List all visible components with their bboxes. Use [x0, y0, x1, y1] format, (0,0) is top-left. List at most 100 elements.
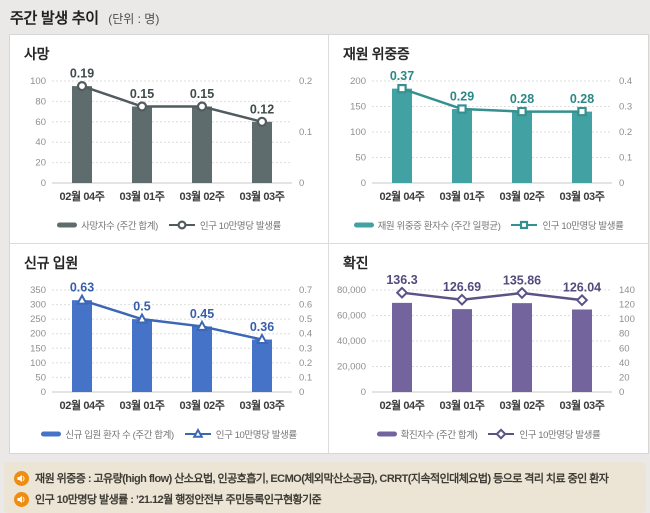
svg-text:03월 03주: 03월 03주	[559, 189, 604, 203]
svg-text:60: 60	[35, 117, 46, 128]
svg-text:0: 0	[41, 178, 46, 189]
chart-panel-confirmed: 확진 0 20,000 40,000 60,000 80,000 0 20 40 60 80 100…	[329, 244, 648, 453]
svg-text:03월 02주: 03월 02주	[499, 398, 544, 412]
svg-text:136.3: 136.3	[386, 274, 417, 287]
svg-text:150: 150	[30, 343, 46, 354]
svg-text:135.86: 135.86	[502, 274, 540, 288]
chart-canvas-admissions: 0 50 100 150 200 250 300 350 0 0.1 0.2 0.3 0.4 0.5 0.6…	[10, 274, 328, 426]
legend-item-bar: 재원 위중증 환자수 (주간 일평균)	[353, 218, 501, 232]
legend-label: 신규 입원 환자 수 (주간 합계)	[65, 430, 174, 441]
svg-text:0: 0	[360, 387, 365, 398]
svg-text:250: 250	[30, 314, 46, 325]
svg-text:0.63: 0.63	[70, 281, 94, 295]
svg-text:0: 0	[619, 178, 624, 189]
svg-text:120: 120	[619, 300, 635, 311]
legend-label: 인구 10만명당 발생률	[519, 430, 601, 441]
svg-text:0.1: 0.1	[299, 372, 312, 383]
svg-text:0: 0	[41, 387, 46, 398]
legend-item-line: 인구 10만명당 발생률	[510, 218, 624, 232]
svg-text:0.36: 0.36	[250, 320, 274, 334]
page-header: 주간 발생 추이 (단위 : 명)	[0, 0, 650, 34]
svg-text:0.2: 0.2	[299, 358, 312, 369]
svg-text:0: 0	[619, 387, 624, 398]
chart-legend-confirmed: 확진자수 (주간 합계) 인구 10만명당 발생률	[329, 427, 648, 441]
svg-text:50: 50	[35, 372, 46, 383]
legend-item-bar: 신규 입원 환자 수 (주간 합계)	[41, 427, 174, 441]
legend-item-line: 인구 10만명당 발생률	[487, 427, 601, 441]
svg-text:300: 300	[30, 300, 46, 311]
svg-text:0.7: 0.7	[299, 285, 312, 296]
footnotes-panel: 재원 위중증 : 고유량(high flow) 산소요법, 인공호흡기, ECM…	[4, 462, 646, 513]
legend-label: 확진자수 (주간 합계)	[400, 430, 478, 441]
svg-text:0.6: 0.6	[299, 300, 312, 311]
svg-text:0.5: 0.5	[299, 314, 312, 325]
svg-text:20,000: 20,000	[336, 362, 365, 373]
svg-text:0.2: 0.2	[299, 76, 312, 87]
svg-text:126.69: 126.69	[442, 280, 480, 294]
footnote-row: 재원 위중증 : 고유량(high flow) 산소요법, 인공호흡기, ECM…	[14, 470, 636, 486]
legend-label: 인구 10만명당 발생률	[542, 221, 624, 232]
svg-text:350: 350	[30, 285, 46, 296]
svg-text:0.1: 0.1	[619, 153, 632, 164]
svg-text:03월 01주: 03월 01주	[120, 189, 165, 203]
legend-label: 재원 위중증 환자수 (주간 일평균)	[377, 221, 501, 232]
svg-text:02월 04주: 02월 04주	[60, 189, 105, 203]
svg-text:03월 01주: 03월 01주	[439, 189, 484, 203]
svg-text:03월 03주: 03월 03주	[240, 189, 285, 203]
svg-text:0.4: 0.4	[299, 329, 312, 340]
chart-legend-admissions: 신규 입원 환자 수 (주간 합계) 인구 10만명당 발생률	[10, 427, 328, 441]
svg-text:0.28: 0.28	[509, 92, 533, 106]
svg-text:100: 100	[350, 127, 366, 138]
svg-text:03월 02주: 03월 02주	[499, 189, 544, 203]
svg-text:40: 40	[619, 358, 630, 369]
svg-text:0: 0	[360, 178, 365, 189]
svg-text:0.12: 0.12	[250, 102, 274, 116]
svg-text:20: 20	[35, 158, 46, 169]
legend-item-line: 인구 10만명당 발생률	[168, 218, 281, 232]
svg-text:03월 02주: 03월 02주	[180, 398, 225, 412]
svg-text:20: 20	[619, 372, 630, 383]
svg-text:60,000: 60,000	[336, 311, 365, 322]
svg-text:0.1: 0.1	[299, 127, 312, 138]
chart-panel-deaths: 사망 0 20 40 60 80 100 0 0.1 0.2 0.19 0.15 0.15 0.12 02…	[10, 35, 329, 244]
legend-item-line: 인구 10만명당 발생률	[184, 427, 297, 441]
svg-text:150: 150	[350, 102, 366, 113]
footnote-text: 인구 10만명당 발생률 : ’21.12월 행정안전부 주민등록인구현황기준	[35, 494, 322, 506]
svg-text:03월 01주: 03월 01주	[120, 398, 165, 412]
legend-label: 사망자수 (주간 합계)	[81, 221, 158, 232]
svg-text:03월 03주: 03월 03주	[240, 398, 285, 412]
svg-text:100: 100	[30, 358, 46, 369]
speaker-icon	[14, 470, 29, 486]
svg-text:0.28: 0.28	[569, 92, 593, 106]
footnote-text: 재원 위중증 : 고유량(high flow) 산소요법, 인공호흡기, ECM…	[35, 473, 609, 485]
svg-text:03월 03주: 03월 03주	[559, 398, 604, 412]
svg-text:03월 01주: 03월 01주	[439, 398, 484, 412]
svg-text:02월 04주: 02월 04주	[379, 189, 424, 203]
svg-text:80: 80	[35, 96, 46, 107]
svg-text:140: 140	[619, 285, 635, 296]
unit-label: (단위 : 명)	[108, 12, 160, 26]
svg-text:02월 04주: 02월 04주	[379, 398, 424, 412]
svg-text:40: 40	[35, 137, 46, 148]
svg-text:60: 60	[619, 343, 630, 354]
chart-title-admissions: 신규 입원	[24, 255, 78, 271]
svg-text:0.19: 0.19	[70, 67, 94, 81]
chart-title-deaths: 사망	[24, 46, 50, 62]
chart-title-confirmed: 확진	[343, 255, 369, 271]
legend-item-bar: 확진자수 (주간 합계)	[376, 427, 478, 441]
svg-text:40,000: 40,000	[336, 336, 365, 347]
chart-grid: 사망 0 20 40 60 80 100 0 0.1 0.2 0.19 0.15 0.15 0.12 02…	[9, 34, 649, 454]
svg-text:0.15: 0.15	[130, 87, 154, 101]
svg-text:0.2: 0.2	[619, 127, 632, 138]
svg-text:200: 200	[350, 76, 366, 87]
chart-panel-severe: 재원 위중증 0 50 100 150 200 0 0.1 0.2 0.3 0.4 0.37 0.29…	[329, 35, 648, 244]
legend-label: 인구 10만명당 발생률	[199, 221, 281, 232]
svg-text:0.3: 0.3	[619, 102, 632, 113]
svg-text:50: 50	[355, 153, 366, 164]
chart-title-severe: 재원 위중증	[343, 46, 410, 62]
svg-text:0.4: 0.4	[619, 76, 632, 87]
svg-text:0: 0	[299, 387, 304, 398]
svg-text:0: 0	[299, 178, 304, 189]
page-title: 주간 발생 추이	[10, 10, 99, 27]
svg-text:03월 02주: 03월 02주	[180, 189, 225, 203]
